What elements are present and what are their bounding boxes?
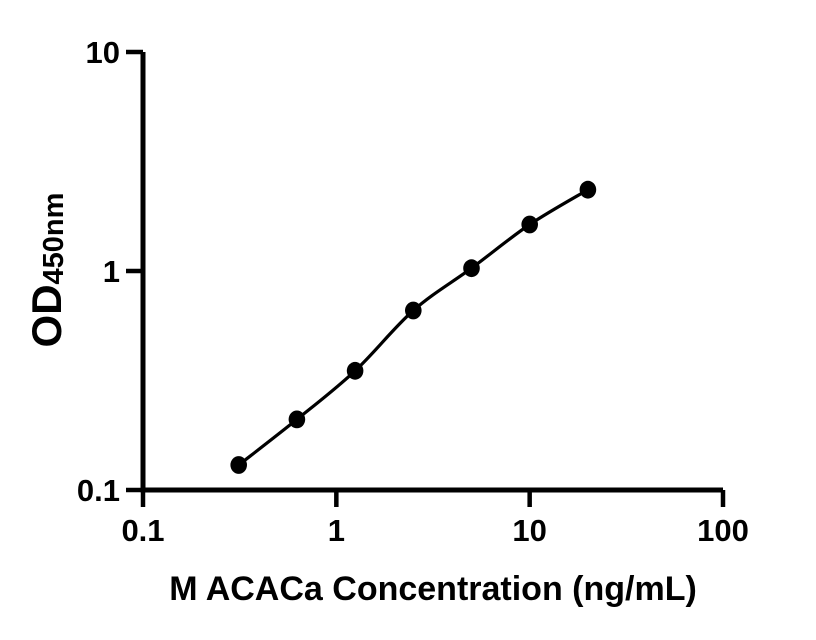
axis-lines (140, 52, 723, 493)
data-series (230, 180, 597, 474)
y-tick-label: 10 (86, 35, 120, 70)
y-axis-title: OD450nm (23, 193, 70, 348)
data-point (288, 410, 306, 429)
data-point (463, 259, 480, 278)
y-axis-title-main: OD (23, 284, 70, 347)
data-point (346, 361, 364, 380)
data-point (521, 215, 538, 234)
y-tick-label: 1 (103, 254, 120, 289)
x-tick-label: 10 (512, 513, 546, 548)
y-tick-label: 0.1 (77, 473, 120, 508)
x-tick-label: 1 (328, 513, 345, 548)
x-tick-label: 100 (697, 513, 749, 548)
x-tick-label: 0.1 (121, 513, 164, 548)
y-axis-title-sub: 450nm (38, 193, 70, 285)
x-axis-title: M ACACa Concentration (ng/mL) (169, 570, 697, 608)
data-point (230, 456, 247, 474)
axes (140, 52, 723, 493)
tick-labels: 0.1 1 10 100 0.1 1 10 (77, 35, 749, 548)
axis-ticks (126, 49, 726, 507)
data-point (579, 180, 597, 199)
data-point (405, 301, 422, 320)
